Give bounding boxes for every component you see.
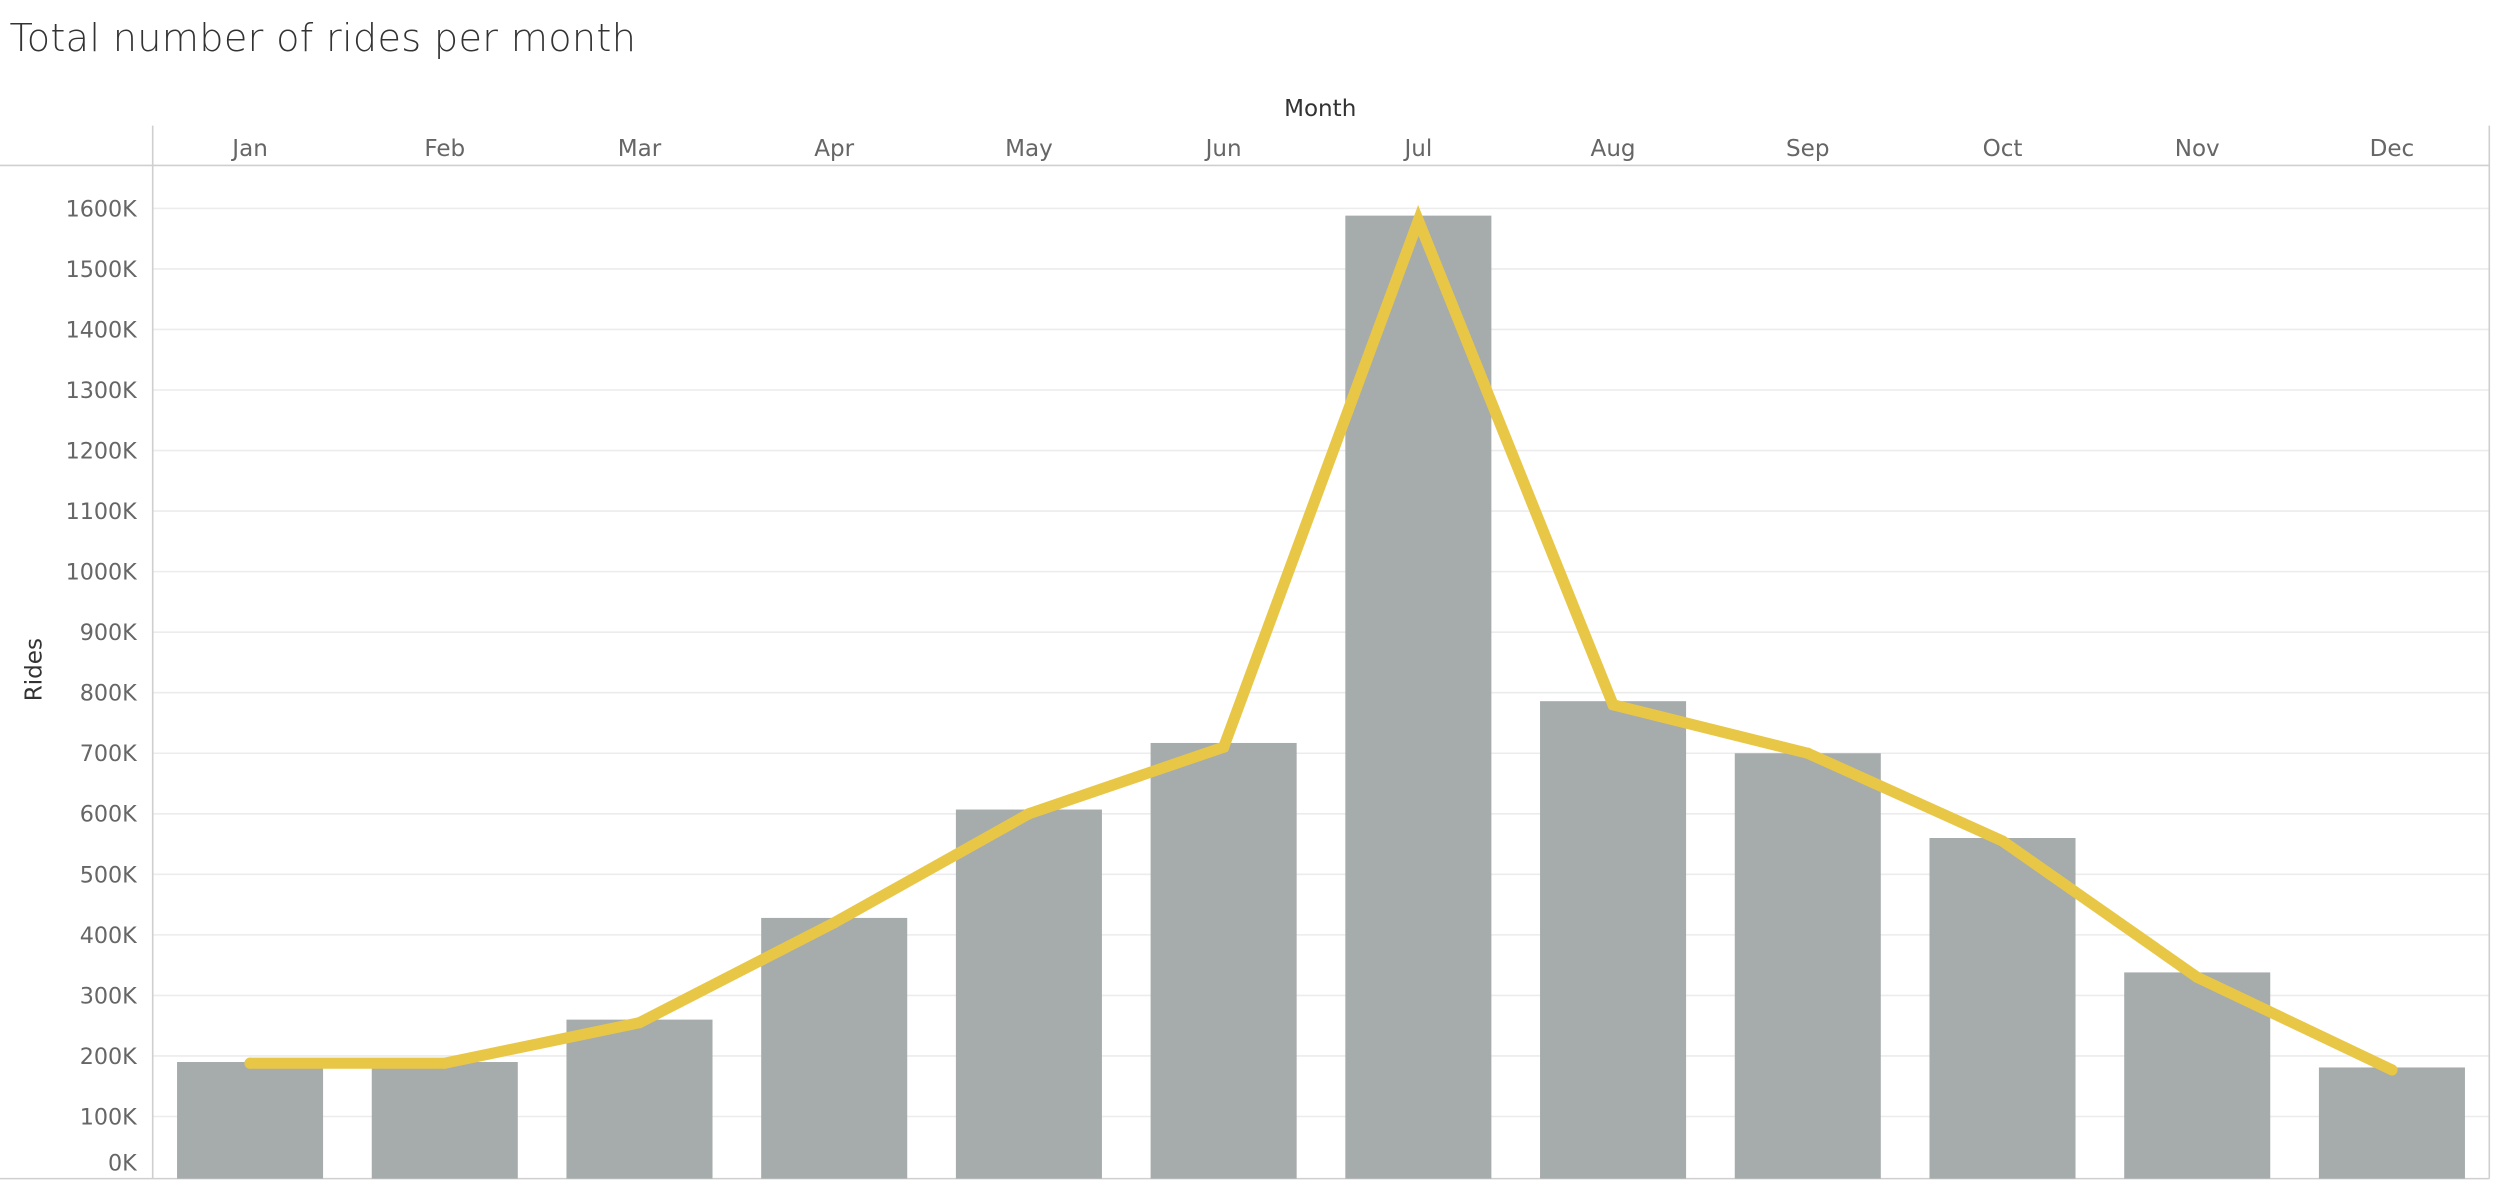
y-tick-label: 1000K (66, 560, 139, 586)
line-point[interactable] (1996, 835, 2009, 847)
x-category-label: Feb (424, 136, 465, 162)
bar[interactable] (1734, 753, 1881, 1179)
x-category-label: Jul (1402, 136, 1432, 162)
chart-title: Total number of rides per month (9, 15, 637, 61)
bar[interactable] (1929, 838, 2076, 1179)
bar[interactable] (177, 1062, 324, 1179)
bar[interactable] (566, 1019, 713, 1179)
x-category-label: Nov (2175, 136, 2220, 162)
line-point[interactable] (1023, 808, 1035, 820)
y-tick-label: 1500K (66, 257, 139, 283)
line-layer (244, 205, 2398, 1076)
y-tick-label: 500K (80, 862, 138, 888)
bar[interactable] (1345, 215, 1492, 1179)
frame-layer (0, 125, 2491, 1180)
y-axis-title: Rides (21, 638, 47, 701)
line-point[interactable] (1218, 741, 1230, 753)
y-tick-label: 400K (80, 923, 138, 949)
y-tick-label: 100K (80, 1104, 138, 1130)
x-category-label: Sep (1786, 136, 1829, 162)
series-line[interactable] (244, 205, 2398, 1076)
x-category-label: Mar (618, 136, 662, 162)
x-category-label: Oct (1983, 136, 2023, 162)
line-point[interactable] (244, 1057, 256, 1069)
bar[interactable] (955, 809, 1102, 1179)
y-tick-label: 1200K (66, 438, 139, 464)
x-category-label: Apr (814, 136, 854, 162)
x-category-label: Jun (1204, 136, 1242, 162)
line-point[interactable] (1802, 747, 1814, 759)
y-tick-label: 0K (108, 1151, 138, 1177)
bar[interactable] (2124, 972, 2271, 1179)
line-point[interactable] (2191, 971, 2203, 983)
bar[interactable] (2318, 1067, 2465, 1179)
labels-layer: 0K 100K 200K 300K 400K 500K 600K 700K 800K 900K 10… (66, 136, 2415, 1177)
line-point[interactable] (1412, 214, 1424, 227)
y-tick-label: 1100K (66, 499, 139, 525)
y-tick-label: 800K (80, 681, 138, 707)
bar[interactable] (761, 917, 908, 1179)
line-point[interactable] (439, 1057, 451, 1069)
bar[interactable] (1540, 701, 1687, 1179)
x-category-label: Dec (2370, 136, 2415, 162)
y-tick-label: 300K (80, 983, 138, 1009)
y-tick-label: 200K (80, 1044, 138, 1070)
grid-layer (152, 207, 2490, 1118)
y-tick-label: 900K (80, 620, 138, 646)
line-point[interactable] (1607, 699, 1619, 711)
y-tick-label: 1600K (66, 196, 139, 222)
bar[interactable] (1150, 742, 1297, 1179)
bars-layer (177, 215, 2465, 1179)
x-category-label: Jan (230, 136, 268, 162)
y-tick-label: 1400K (66, 317, 139, 343)
line-point[interactable] (828, 917, 840, 929)
x-category-label: Aug (1591, 136, 1636, 162)
line-point[interactable] (2386, 1064, 2398, 1076)
line-point[interactable] (633, 1017, 646, 1029)
y-tick-label: 700K (80, 741, 138, 767)
bar[interactable] (371, 1062, 518, 1179)
y-tick-label: 1300K (66, 378, 139, 404)
x-axis-title: Month (1284, 96, 1356, 122)
y-tick-label: 600K (80, 802, 138, 828)
x-category-label: May (1005, 136, 1053, 162)
